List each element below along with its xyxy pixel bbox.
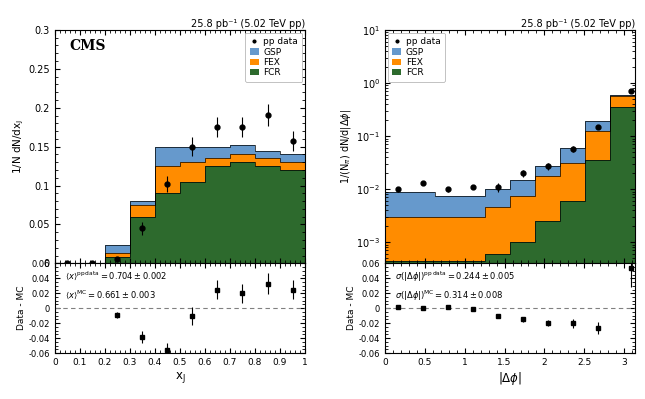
Text: CMS: CMS bbox=[400, 39, 437, 53]
Y-axis label: 1/N dN/dx$_\mathrm{J}$: 1/N dN/dx$_\mathrm{J}$ bbox=[11, 119, 26, 174]
Text: 25.8 pb⁻¹ (5.02 TeV pp): 25.8 pb⁻¹ (5.02 TeV pp) bbox=[191, 19, 305, 29]
Text: 25.8 pb⁻¹ (5.02 TeV pp): 25.8 pb⁻¹ (5.02 TeV pp) bbox=[521, 19, 635, 29]
Y-axis label: Data - MC: Data - MC bbox=[17, 286, 26, 330]
Y-axis label: 1/(N$_\pi$) dN/d|$\Delta\phi$|: 1/(N$_\pi$) dN/d|$\Delta\phi$| bbox=[339, 109, 353, 184]
Text: $\langle x \rangle^{\rm pp\,data}$$ = 0.704 \pm 0.002$: $\langle x \rangle^{\rm pp\,data}$$ = 0.… bbox=[65, 270, 167, 282]
Text: $\sigma(|\Delta\phi|)^{\rm pp\,data}$$ = 0.244 \pm 0.005$: $\sigma(|\Delta\phi|)^{\rm pp\,data}$$ =… bbox=[395, 270, 515, 284]
Text: CMS: CMS bbox=[70, 39, 106, 53]
Text: $\sigma(|\Delta\phi|)^{\rm MC}$$ = 0.314 \pm 0.008$: $\sigma(|\Delta\phi|)^{\rm MC}$$ = 0.314… bbox=[395, 288, 503, 303]
Text: $\langle x \rangle^{\rm MC}$$ = 0.661 \pm 0.003$: $\langle x \rangle^{\rm MC}$$ = 0.661 \p… bbox=[65, 288, 155, 301]
Legend: pp data, GSP, FEX, FCR: pp data, GSP, FEX, FCR bbox=[245, 33, 303, 82]
Legend: pp data, GSP, FEX, FCR: pp data, GSP, FEX, FCR bbox=[388, 33, 445, 82]
X-axis label: x$_\mathrm{J}$: x$_\mathrm{J}$ bbox=[175, 370, 185, 385]
Y-axis label: Data - MC: Data - MC bbox=[347, 286, 356, 330]
X-axis label: |$\Delta\phi$|: |$\Delta\phi$| bbox=[498, 370, 522, 387]
